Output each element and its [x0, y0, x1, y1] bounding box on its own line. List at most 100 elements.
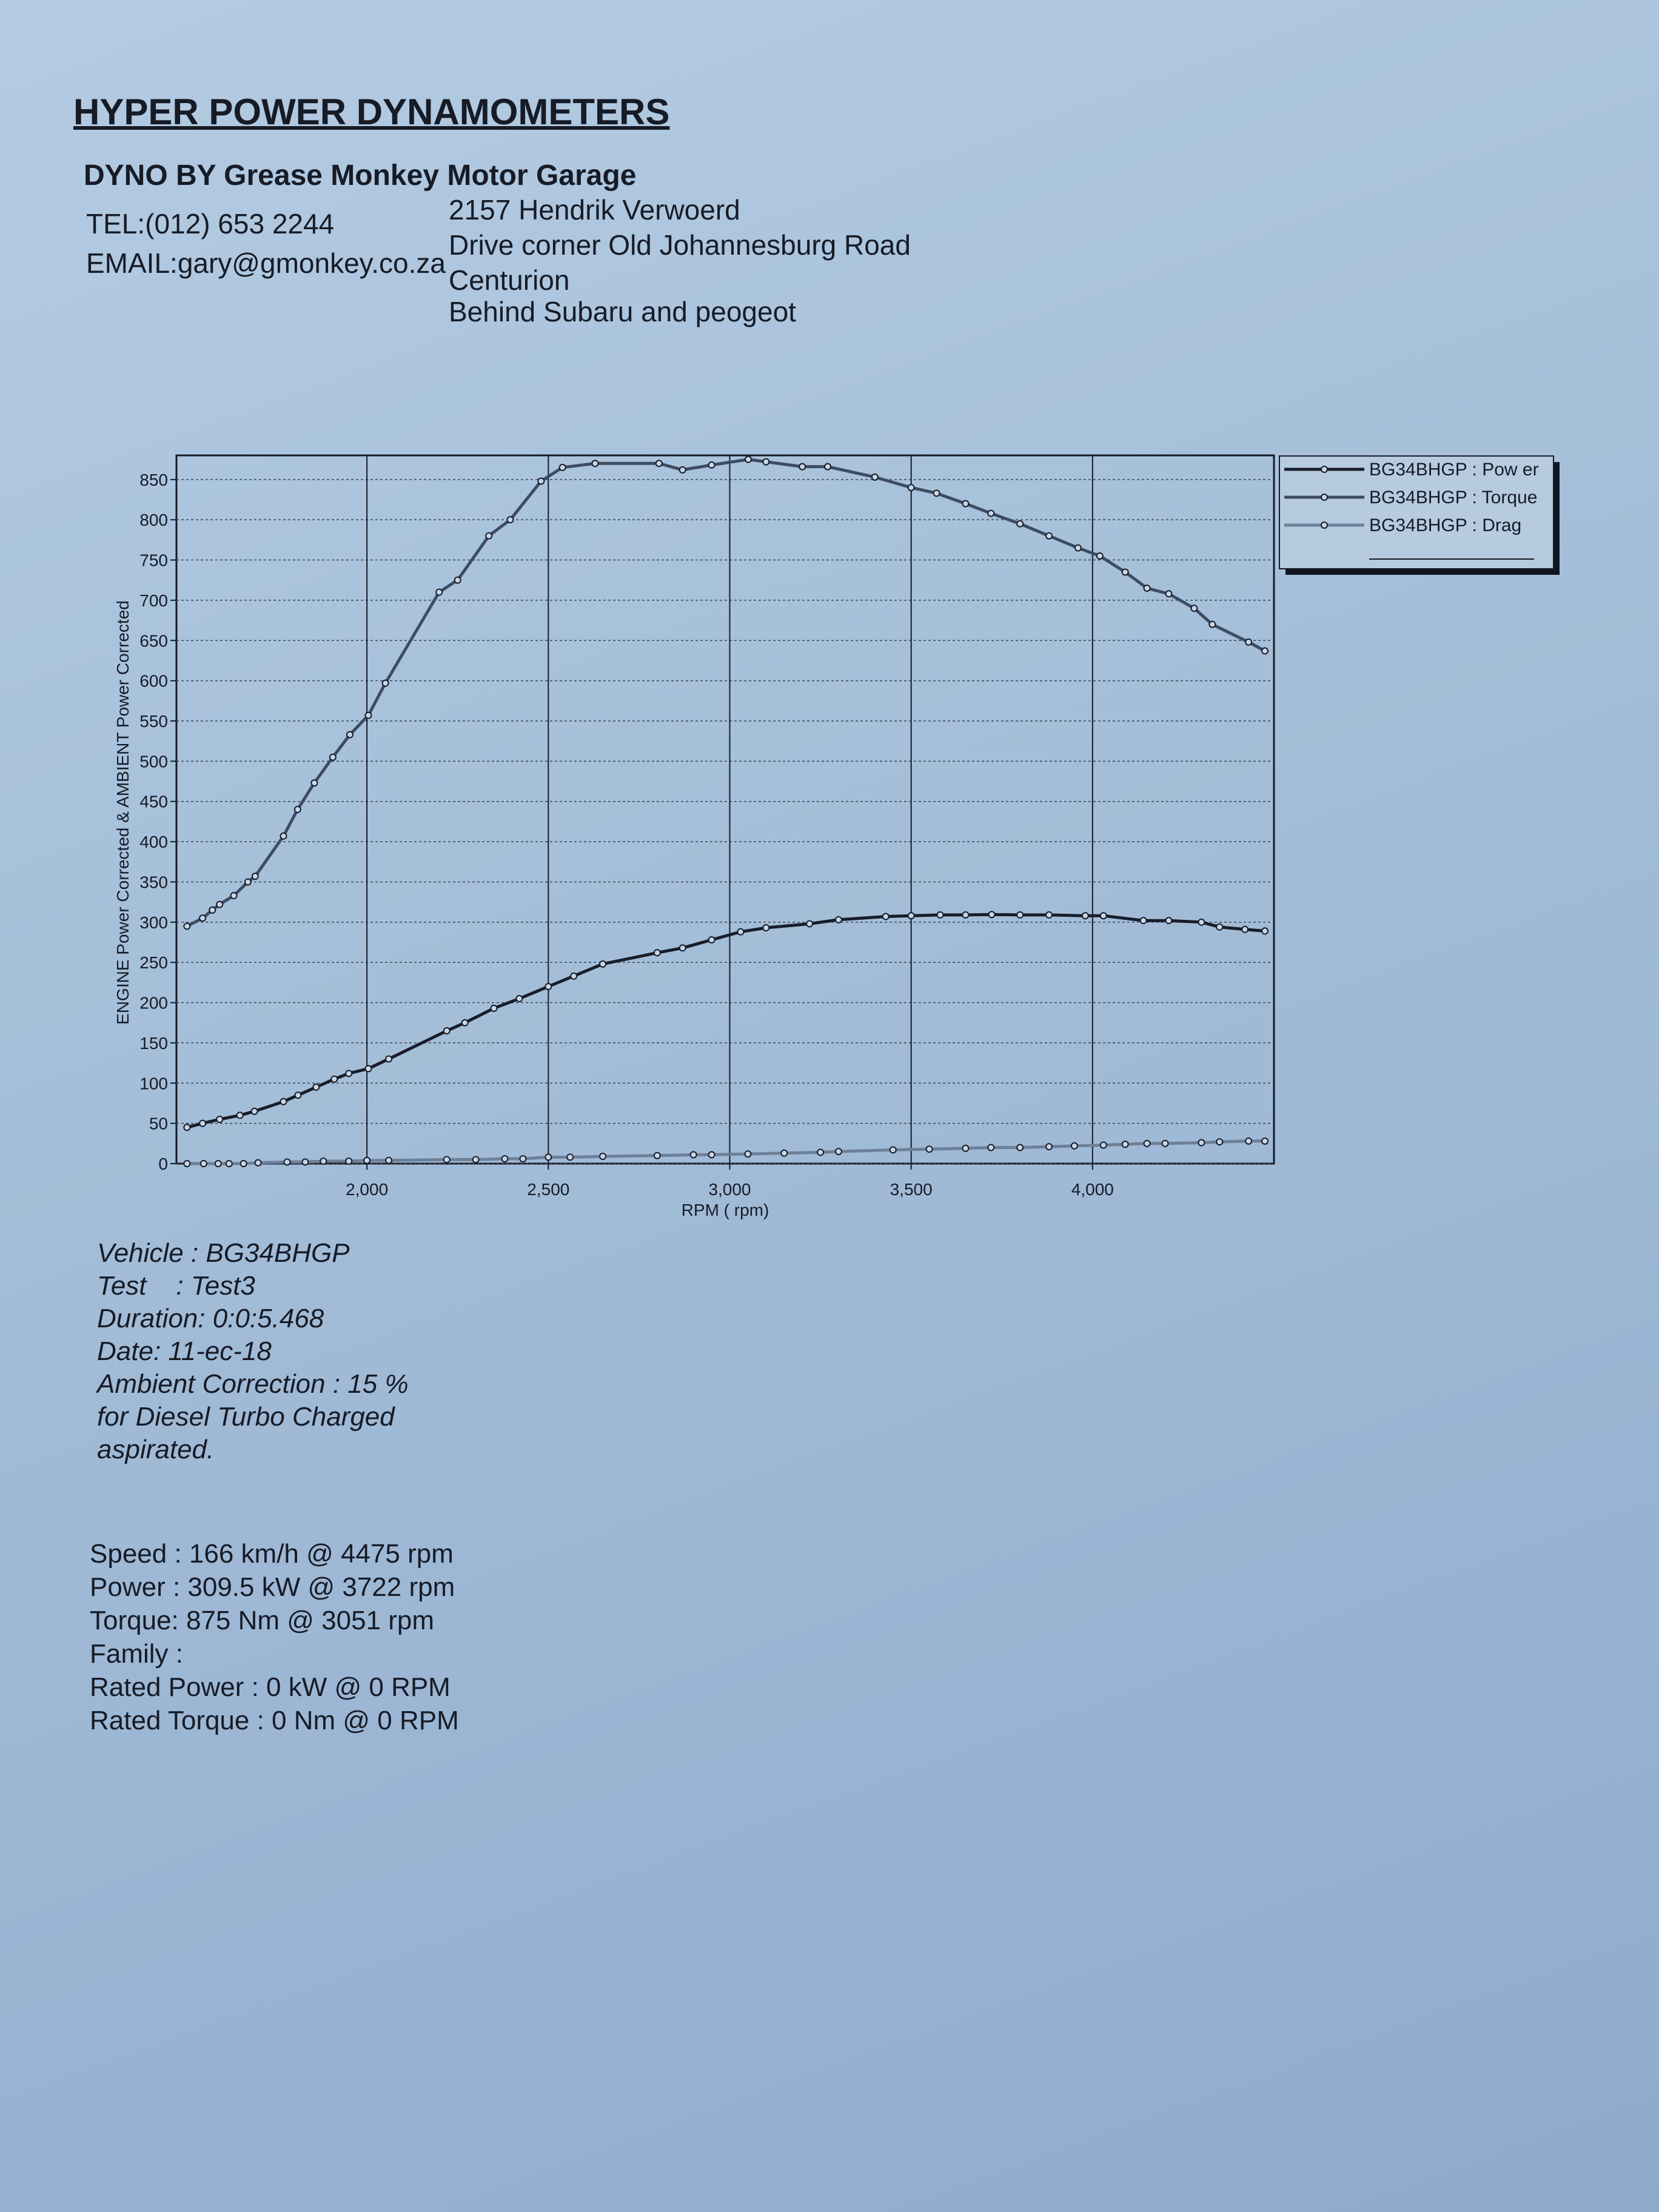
data-point [599, 1153, 607, 1161]
data-point [183, 922, 191, 930]
data-point [987, 509, 995, 517]
data-point [199, 1119, 207, 1127]
data-point [251, 873, 259, 880]
legend-label: BG34BHGP : Torque [1369, 488, 1537, 508]
info-line: Test : Test3 [97, 1271, 255, 1301]
data-point [385, 1156, 393, 1164]
data-point [183, 1160, 191, 1167]
data-point [216, 1116, 224, 1123]
data-point [515, 994, 523, 1002]
data-point [385, 1055, 393, 1063]
data-point [294, 1091, 302, 1099]
data-point [570, 972, 578, 980]
data-point [962, 1144, 970, 1152]
data-point [330, 1075, 338, 1083]
data-point [708, 1151, 716, 1159]
data-point [1261, 647, 1269, 655]
data-point [1081, 912, 1089, 920]
y-tick-label: 300 [139, 913, 168, 932]
data-point [216, 900, 224, 908]
summary-line: Power : 309.5 kW @ 3722 rpm [90, 1572, 455, 1602]
data-point [183, 1124, 191, 1131]
info-line: Ambient Correction : 15 % [97, 1369, 409, 1399]
data-point [1261, 1137, 1269, 1145]
data-point [1216, 923, 1224, 931]
data-point [209, 906, 216, 914]
data-point [1165, 917, 1173, 925]
data-point [834, 916, 842, 923]
y-tick-label: 250 [139, 953, 168, 972]
data-point [1045, 1143, 1053, 1151]
data-point [293, 806, 301, 813]
info-line: Vehicle : BG34BHGP [97, 1238, 350, 1268]
data-point [199, 914, 207, 922]
data-point [679, 466, 686, 474]
y-tick-label: 350 [139, 873, 168, 891]
info-line: Duration: 0:0:5.468 [97, 1304, 324, 1333]
data-point [236, 1111, 244, 1119]
data-point [925, 1145, 933, 1153]
data-point [1016, 911, 1024, 919]
legend-label: BG34BHGP : Drag [1369, 515, 1521, 535]
y-tick-label: 400 [139, 833, 168, 851]
data-point [1074, 544, 1082, 552]
data-point [806, 920, 814, 928]
data-point [310, 779, 318, 787]
info-line: Date: 11-ec-18 [97, 1336, 272, 1366]
data-point [244, 878, 252, 886]
data-point [1121, 568, 1129, 576]
data-point [817, 1148, 825, 1156]
address-line: Centurion [449, 264, 570, 296]
data-point [744, 455, 752, 463]
data-point [364, 1065, 372, 1073]
data-point [1121, 1141, 1129, 1148]
data-point [655, 460, 663, 468]
data-point [283, 1158, 291, 1166]
data-point [1190, 605, 1198, 612]
x-tick-label: 3,500 [890, 1180, 933, 1199]
subtitle: DYNO BY Grease Monkey Motor Garage [84, 159, 637, 192]
data-point [240, 1160, 247, 1167]
data-point [1016, 1144, 1024, 1151]
x-tick-label: 2,000 [346, 1180, 388, 1199]
data-point [962, 911, 970, 919]
data-point [1161, 1139, 1169, 1147]
data-point [280, 1098, 287, 1105]
data-point [889, 1146, 897, 1154]
x-tick-label: 2,500 [527, 1180, 569, 1199]
data-point [1096, 552, 1104, 560]
data-point [679, 944, 686, 952]
data-point [882, 913, 890, 920]
data-point [708, 461, 716, 469]
data-point [689, 1151, 697, 1159]
data-point [1099, 1141, 1107, 1149]
data-point [799, 463, 806, 471]
data-point [871, 473, 879, 481]
data-point [490, 1004, 498, 1012]
data-point [545, 1153, 552, 1161]
data-point [1165, 590, 1173, 598]
data-point [199, 1160, 207, 1167]
data-point [485, 532, 493, 540]
data-point [1198, 1139, 1205, 1147]
data-point [1139, 917, 1147, 925]
tel: TEL:(012) 653 2244 [86, 208, 335, 240]
data-point [1261, 927, 1269, 935]
x-tick-label: 4,000 [1071, 1180, 1114, 1199]
address-line: Drive corner Old Johannesburg Road [449, 229, 911, 261]
data-point [936, 911, 944, 919]
y-tick-label: 200 [139, 994, 168, 1013]
data-point [907, 912, 915, 920]
address-line: Behind Subaru and peogeot [449, 296, 796, 327]
data-point [1216, 1138, 1224, 1146]
y-tick-label: 0 [158, 1155, 168, 1173]
data-point [962, 500, 970, 508]
y-axis-label: ENGINE Power Corrected & AMBIENT Power C… [113, 600, 132, 1025]
data-point [1198, 918, 1205, 926]
legend-label: BG34BHGP : Pow er [1369, 460, 1539, 480]
y-tick-label: 100 [139, 1074, 168, 1093]
data-point [1045, 532, 1053, 540]
y-tick-label: 800 [139, 511, 168, 529]
data-point [443, 1027, 451, 1034]
